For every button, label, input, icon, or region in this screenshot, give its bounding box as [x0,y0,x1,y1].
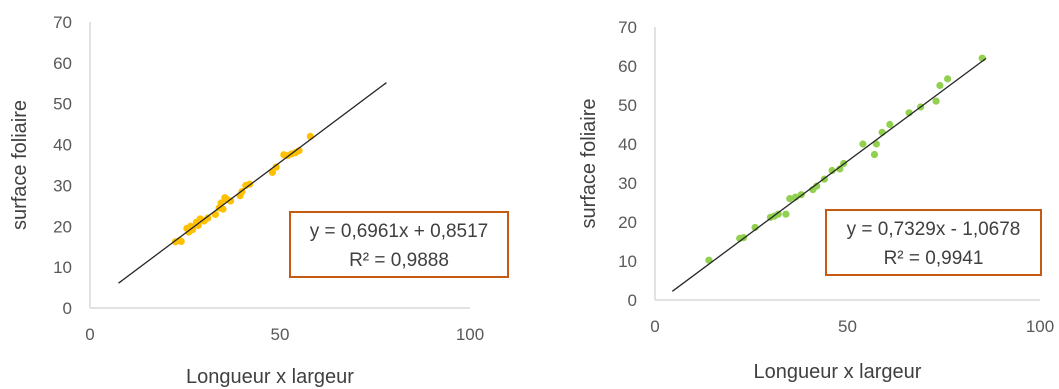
right-data-point [786,195,794,203]
right-x-axis-title: Longueur x largeur [754,361,922,383]
right-y-tick-10: 10 [618,252,637,271]
left-y-tick-60: 60 [53,54,72,73]
left-y-tick-0: 0 [63,299,72,318]
right-y-tick-labels: 0 10 20 30 40 50 60 70 [618,18,637,310]
left-x-tick-labels: 0 50 100 [85,325,484,344]
right-y-axis-title: surface foliaire [578,98,600,228]
right-x-tick-100: 100 [1026,317,1054,336]
left-y-tick-40: 40 [53,136,72,155]
right-y-tick-0: 0 [628,291,637,310]
left-data-point [194,221,202,230]
left-equation-box [289,211,509,278]
right-data-point [828,166,836,175]
right-y-tick-70: 70 [618,18,637,37]
left-data-point [189,225,197,234]
right-y-tick-60: 60 [618,57,637,76]
right-equation-box [825,209,1042,276]
left-x-tick-50: 50 [271,325,290,344]
right-data-point [774,210,782,218]
right-r2-label: R² = 0,9941 [884,248,984,269]
left-x-axis-title: Longueur x largeur [186,366,354,388]
right-x-tick-0: 0 [650,317,659,336]
left-y-tick-70: 70 [53,13,72,32]
left-y-axis-title: surface foliaire [9,100,31,230]
left-y-tick-30: 30 [53,176,72,195]
left-trendline [118,82,387,284]
right-data-point [870,150,879,159]
right-data-point [782,210,790,218]
left-data-point [219,205,227,213]
left-y-tick-50: 50 [53,95,72,114]
left-data-point [272,163,280,171]
left-r2-label: R² = 0,9888 [349,250,449,271]
right-trendline [671,57,987,292]
right-data-point [932,97,940,105]
left-x-tick-0: 0 [85,325,94,344]
right-x-tick-50: 50 [838,317,857,336]
right-data-point [872,140,880,148]
right-y-tick-40: 40 [618,135,637,154]
right-data-point [886,120,894,129]
left-equation-label: y = 0,6961x + 0,8517 [310,221,489,242]
left-y-tick-labels: 0 10 20 30 40 50 60 70 [53,13,72,318]
right-y-tick-50: 50 [618,96,637,115]
left-data-point [227,197,235,205]
right-data-point [813,182,821,190]
left-x-tick-100: 100 [456,325,484,344]
right-data-point [944,75,952,83]
left-y-tick-20: 20 [53,217,72,236]
right-data-point [836,165,844,173]
right-y-tick-20: 20 [618,213,637,232]
right-x-tick-labels: 0 50 100 [650,317,1054,336]
left-data-point [268,168,276,176]
left-data-point [204,214,212,222]
right-y-tick-30: 30 [618,174,637,193]
left-y-tick-10: 10 [53,258,72,277]
right-data-point [859,140,867,148]
right-equation-label: y = 0,7329x - 1,0678 [847,219,1021,240]
left-data-point [177,237,185,246]
right-data-point [936,81,944,90]
